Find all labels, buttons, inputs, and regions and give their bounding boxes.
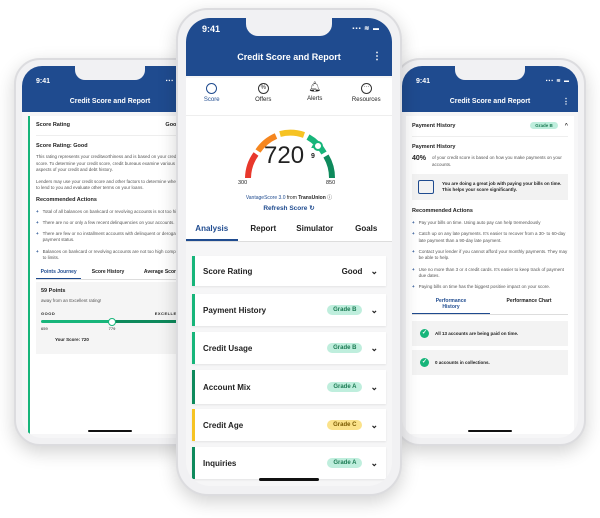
analysis-tabs: Analysis Report Simulator Goals [186, 218, 392, 242]
check-icon: ✓ [420, 358, 429, 368]
action-item: + Use no more than 3 or 4 credit cards. I… [412, 266, 564, 278]
tab-simulator[interactable]: Simulator [296, 224, 334, 233]
header: 9:41 ▪▪▪ ≋ ▬ Credit Score and Report ⋮ [402, 66, 578, 112]
center-phone: 9:41 ▪▪▪ ≋ ▬ Credit Score and Report ⋮ S… [176, 8, 402, 496]
nav-resources[interactable]: ··· Resources [351, 83, 381, 103]
score-marker [108, 317, 116, 326]
action-item: + Total of all balances on bankcard or re… [36, 208, 183, 214]
row-inquiries[interactable]: Inquiries Grade A ⌄ [192, 447, 386, 479]
tab-analysis[interactable]: Analysis [186, 218, 238, 241]
action-item: + There are few or no installment account… [36, 231, 184, 243]
tab-report[interactable]: Report [250, 224, 277, 233]
page-title: Credit Score and Report [69, 98, 151, 105]
gauge-marker [313, 141, 323, 151]
action-item: + There are no or only a few recent delin… [36, 219, 175, 225]
header: 9:41 ▪▪▪ ≋ ▬ Credit Score and Report [22, 66, 198, 112]
action-item: + Contact your lender if you cannot affor… [412, 248, 568, 261]
section-heading: Score Rating: Good [36, 143, 88, 149]
list-item: ✓ All 13 accounts are being paid on time. [412, 321, 568, 347]
tip-box: You are doing a great job with paying yo… [412, 174, 568, 201]
header: 9:41 ▪▪▪ ≋ ▬ Credit Score and Report ⋮ [186, 18, 392, 76]
refresh-score-button[interactable]: Refresh Score ↻ [263, 205, 315, 212]
tab-performance-history[interactable]: Performance History [412, 295, 490, 315]
score-value: 720 [264, 142, 305, 169]
action-item: + Pay your bills on time. Using auto pay … [412, 220, 541, 226]
gauge-yellow [279, 129, 305, 138]
gauge-orange [255, 133, 278, 153]
tab-score-history[interactable]: Score History [91, 269, 125, 276]
tab-performance-chart[interactable]: Performance Chart [506, 298, 552, 305]
more-icon: ··· [360, 83, 372, 94]
tab-average-score[interactable]: Average Score [143, 269, 179, 276]
action-item: + Balances on bankcard or revolving accou… [36, 248, 185, 261]
action-item: + Catch up on any late payments. It's eas… [412, 231, 566, 243]
row-account-mix[interactable]: Account Mix Grade A ⌄ [192, 370, 386, 404]
menu-icon[interactable]: ⋮ [372, 51, 382, 62]
nav-score[interactable]: Score [186, 78, 238, 115]
check-icon: ✓ [420, 329, 429, 339]
action-item: + Paying bills on time has the biggest po… [412, 284, 550, 290]
refresh-icon: ↻ [309, 205, 315, 212]
list-item: ✓ 0 accounts in collections. [412, 350, 568, 376]
chevron-up-icon: ^ [564, 122, 568, 129]
tab-points-journey[interactable]: Points Journey [36, 266, 82, 280]
row-credit-usage[interactable]: Credit Usage Grade B ⌄ [192, 332, 386, 364]
top-nav: Score % Offers 🔔︎ Alerts ··· Resources [186, 78, 392, 116]
row-payment-history[interactable]: Payment History Grade B ⌄ [192, 294, 386, 326]
chevron-down-icon: ⌄ [370, 265, 378, 276]
status-time: 9:41 [36, 78, 51, 85]
calendar-clock-icon [418, 180, 434, 195]
nav-alerts[interactable]: 🔔︎ Alerts [289, 78, 341, 115]
score-gauge: 720 ▲ 9 300 850 [186, 116, 392, 188]
info-icon: ⓘ [327, 195, 333, 201]
menu-icon[interactable]: ⋮ [562, 97, 570, 106]
score-change: 9 [311, 153, 315, 160]
right-phone: 9:41 ▪▪▪ ≋ ▬ Credit Score and Report ⋮ P… [394, 58, 586, 446]
gauge-red [245, 152, 259, 179]
grade-badge: Grade B [530, 122, 558, 129]
tab-goals[interactable]: Goals [355, 224, 378, 233]
offers-icon: % [257, 83, 269, 94]
gauge-dark-green [323, 154, 336, 179]
score-icon [206, 83, 218, 94]
nav-offers[interactable]: % Offers [255, 83, 272, 103]
section-header[interactable]: Payment History Grade B ^ [412, 122, 568, 137]
row-credit-age[interactable]: Credit Age Grade C ⌄ [192, 409, 386, 441]
bell-icon: 🔔︎ [308, 82, 322, 93]
points-progress-bar [41, 317, 183, 326]
row-score-rating[interactable]: Score Rating Good ⌄ [192, 256, 386, 286]
up-arrow-icon: ▲ [310, 144, 316, 150]
